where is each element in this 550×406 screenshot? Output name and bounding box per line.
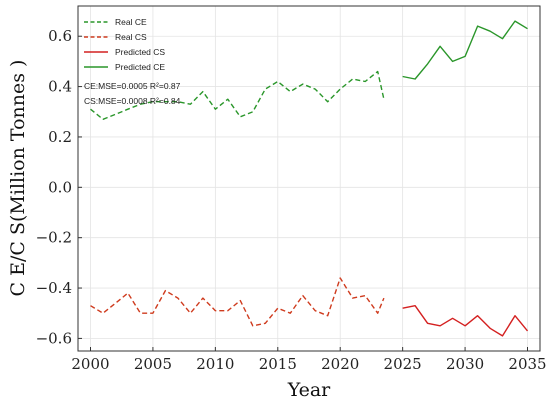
legend-label: Real CS bbox=[115, 32, 147, 42]
x-tick-label: 2030 bbox=[446, 355, 484, 373]
metric-annotation: CS:MSE=0.0008 R²=0.84 bbox=[84, 96, 181, 106]
x-tick-label: 2025 bbox=[384, 355, 422, 373]
x-tick-label: 2000 bbox=[71, 355, 109, 373]
series-predicted-cs-line bbox=[402, 305, 529, 337]
series-real-ce-line bbox=[90, 70, 385, 121]
series-real-cs-line bbox=[90, 277, 385, 327]
y-tick-label: −0.4 bbox=[36, 279, 72, 297]
annotations: CE:MSE=0.0005 R²=0.87 CS:MSE=0.0008 R²=0.… bbox=[84, 81, 181, 106]
y-axis-label: C E/C S(Million Tonnes ) bbox=[7, 60, 29, 297]
legend-label: Predicted CS bbox=[115, 47, 165, 57]
x-axis-label: Year bbox=[287, 379, 331, 401]
x-tick-label: 2005 bbox=[134, 355, 172, 373]
x-axis-ticks: 2000 2005 2010 2015 2020 2025 2030 2035 bbox=[71, 347, 547, 373]
y-tick-label: −0.2 bbox=[36, 229, 72, 247]
y-axis-ticks: −0.6 −0.4 −0.2 0.0 0.2 0.4 0.6 bbox=[36, 27, 82, 347]
grid-lines bbox=[78, 6, 540, 351]
y-tick-label: 0.4 bbox=[48, 78, 72, 96]
y-tick-label: 0.0 bbox=[48, 178, 72, 196]
y-tick-label: −0.6 bbox=[36, 329, 72, 347]
y-tick-label: 0.2 bbox=[48, 128, 72, 146]
legend-label: Real CE bbox=[115, 17, 147, 27]
legend-label: Predicted CE bbox=[115, 62, 165, 72]
metric-annotation: CE:MSE=0.0005 R²=0.87 bbox=[84, 81, 181, 91]
series-layer bbox=[90, 20, 529, 337]
series-predicted-ce-line bbox=[402, 20, 528, 80]
x-tick-label: 2020 bbox=[321, 355, 359, 373]
legend: Real CE Real CS Predicted CS Predicted CE bbox=[84, 17, 165, 72]
x-tick-label: 2015 bbox=[259, 355, 297, 373]
x-tick-label: 2010 bbox=[196, 355, 234, 373]
x-tick-label: 2035 bbox=[508, 355, 546, 373]
y-tick-label: 0.6 bbox=[48, 27, 72, 45]
plot-frame bbox=[77, 5, 541, 352]
